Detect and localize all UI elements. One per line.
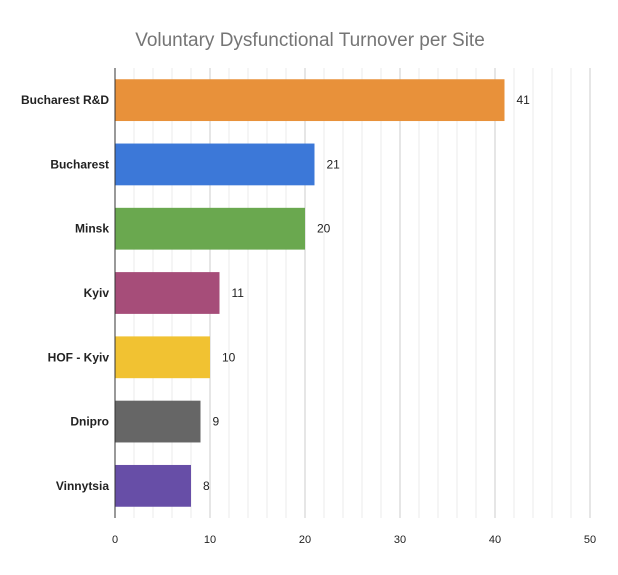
data-label: 10 [222,350,236,364]
x-tick-label: 50 [584,534,596,546]
category-label: Dnipro [70,415,109,429]
chart-title: Voluntary Dysfunctional Turnover per Sit… [135,30,485,51]
bars [115,79,505,507]
bar [115,143,315,186]
x-tick-label: 10 [204,534,216,546]
bar [115,400,201,443]
data-label: 9 [213,415,220,429]
category-label: HOF - Kyiv [48,350,110,364]
x-axis-tick-labels: 0 10 20 30 40 50 [112,534,596,546]
data-labels: 41 21 20 11 10 9 8 [203,93,530,493]
x-tick-label: 20 [299,534,311,546]
data-label: 41 [517,93,531,107]
x-tick-label: 30 [394,534,406,546]
category-label: Bucharest R&D [21,93,109,107]
category-label: Bucharest [50,157,109,171]
data-label: 11 [232,286,245,300]
category-label: Kyiv [84,286,110,300]
data-label: 21 [327,157,341,171]
bar [115,336,210,379]
bar [115,464,191,507]
category-label: Vinnytsia [56,479,109,493]
bar [115,79,505,122]
bar [115,207,305,250]
data-label: 20 [317,222,331,236]
bar [115,272,220,314]
data-label: 8 [203,479,210,493]
category-label: Minsk [75,222,109,236]
category-labels: Bucharest R&D Bucharest Minsk Kyiv HOF - Kyi… [21,93,109,493]
grid [133,68,591,518]
x-tick-label: 0 [112,534,118,546]
x-tick-label: 40 [489,534,501,546]
